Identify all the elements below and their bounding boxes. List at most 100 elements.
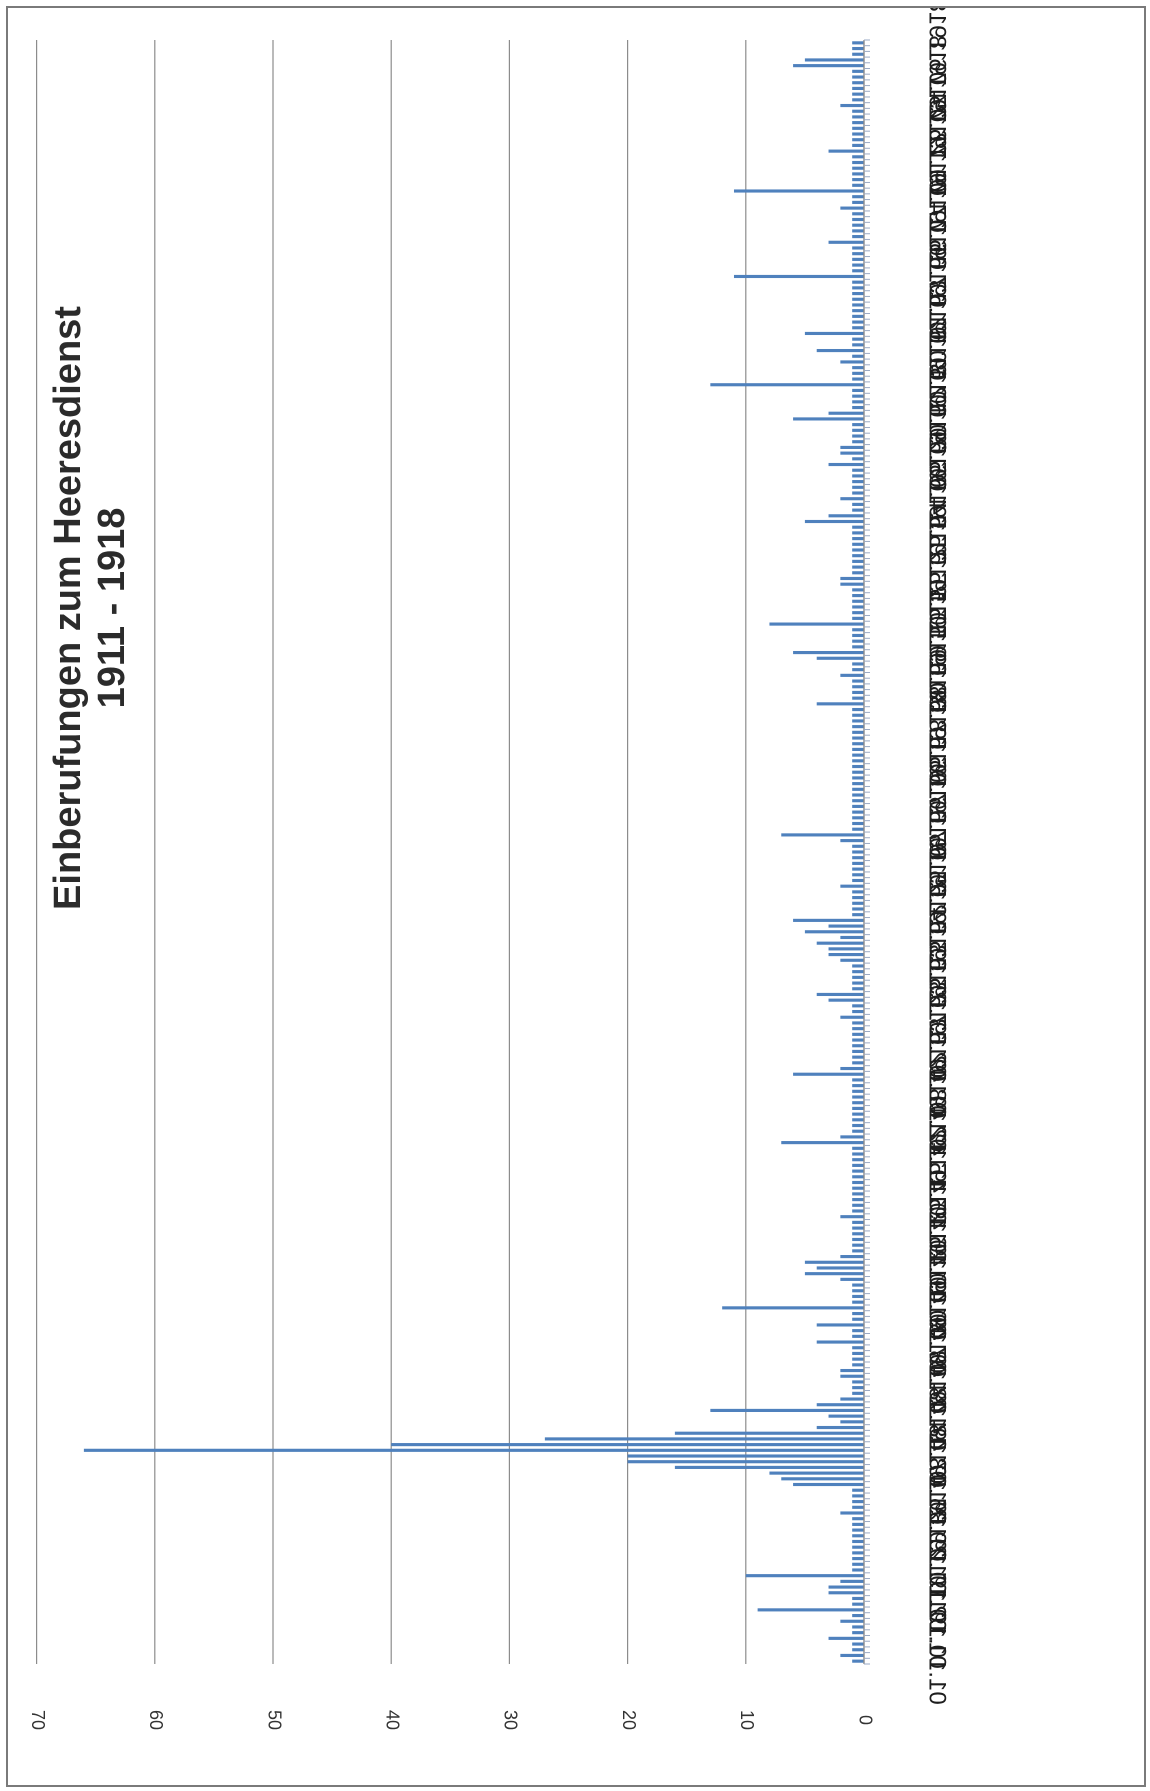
- bar: [793, 417, 864, 421]
- bar: [852, 138, 864, 142]
- category-label: 01.10.1912: [924, 1549, 951, 1669]
- bar: [793, 650, 864, 655]
- bar: [852, 742, 864, 746]
- bar: [852, 457, 864, 461]
- bar: [840, 1397, 864, 1401]
- bar: [804, 519, 864, 524]
- bar: [852, 75, 864, 79]
- bar: [828, 1585, 864, 1589]
- bar: [852, 269, 864, 273]
- bar: [852, 1294, 864, 1299]
- category-label: 25.03.1915: [924, 884, 951, 1004]
- bar: [852, 172, 864, 176]
- bar: [852, 423, 864, 427]
- bar: [852, 690, 864, 695]
- bar: [852, 639, 864, 643]
- bar: [769, 1471, 864, 1475]
- category-label: 07.09.1914: [924, 1253, 951, 1373]
- bar: [852, 1163, 864, 1167]
- bar: [804, 1272, 864, 1276]
- bar: [852, 616, 864, 620]
- bar: [816, 1403, 864, 1407]
- bar: [852, 1289, 864, 1293]
- bar: [852, 844, 864, 848]
- bar: [852, 46, 864, 51]
- bar: [828, 514, 864, 518]
- bar: [852, 1568, 864, 1572]
- bar: [852, 1237, 864, 1242]
- value-tick-label: 0: [855, 1715, 875, 1725]
- bar: [852, 1243, 864, 1247]
- bar: [852, 662, 864, 666]
- bar: [852, 1631, 864, 1635]
- bar: [852, 1351, 864, 1356]
- bar: [852, 1084, 864, 1088]
- bar: [83, 1448, 864, 1452]
- bar: [852, 559, 864, 563]
- bar: [852, 537, 864, 541]
- bar: [840, 451, 864, 455]
- bar: [852, 400, 864, 404]
- bar: [852, 873, 864, 877]
- bar: [852, 1044, 864, 1048]
- category-label: 01.01.1914: [924, 1475, 951, 1595]
- bar: [852, 1317, 864, 1321]
- category-label: 12.05.1915: [924, 810, 951, 930]
- bar: [852, 132, 864, 136]
- bar: [852, 565, 864, 569]
- bar: [840, 935, 864, 940]
- bar: [840, 1420, 864, 1424]
- bar: [674, 1431, 864, 1435]
- bar: [852, 1123, 864, 1128]
- bar: [852, 320, 864, 324]
- category-label: 18.08.1915: [924, 626, 951, 746]
- bar: [852, 1528, 864, 1532]
- category-label: 15.11.1915: [924, 516, 951, 634]
- bar: [852, 816, 864, 820]
- bar: [852, 394, 864, 398]
- bar: [852, 41, 864, 45]
- category-label: 14.09.1917: [924, 109, 951, 229]
- category-label: 08.02.1915: [924, 995, 951, 1115]
- bar: [840, 673, 864, 677]
- bar: [852, 474, 864, 478]
- value-tick-label: 60: [146, 1710, 166, 1730]
- bar: [852, 1152, 864, 1156]
- bar: [852, 1505, 864, 1509]
- bar: [816, 1340, 864, 1344]
- bar: [852, 696, 864, 700]
- bar: [852, 867, 864, 871]
- bar: [852, 611, 864, 615]
- bar: [852, 1380, 864, 1384]
- bar: [852, 1391, 864, 1395]
- bar-chart: 0 10 20 30 40 50 60 70 01.10.191101.10.191202.1…: [28, 8, 951, 1730]
- bar: [852, 1596, 864, 1601]
- category-label: 25.11.1914: [924, 1107, 951, 1225]
- bar: [852, 1522, 864, 1526]
- bar: [852, 81, 864, 85]
- bar: [852, 354, 864, 358]
- bar: [793, 64, 864, 68]
- bar: [852, 343, 864, 347]
- bar: [852, 878, 864, 883]
- category-label: 17.06.1917: [924, 183, 951, 303]
- bar: [852, 1642, 864, 1646]
- bar: [852, 286, 864, 290]
- bar: [852, 1602, 864, 1606]
- bar: [852, 1198, 864, 1202]
- bar: [852, 594, 864, 598]
- bar: [852, 326, 864, 330]
- bar: [733, 274, 864, 279]
- bar: [852, 987, 864, 991]
- bar: [852, 725, 864, 729]
- bar: [852, 257, 864, 261]
- bar: [852, 1203, 864, 1207]
- chart-title-group: Einberufungen zum Heeresdienst 1911 - 19…: [47, 306, 133, 910]
- bar: [852, 1648, 864, 1652]
- bar: [828, 411, 864, 415]
- category-label: 15.12.1914: [924, 1069, 951, 1189]
- bar: [852, 1625, 864, 1629]
- bar: [852, 252, 864, 256]
- bar: [733, 189, 864, 193]
- bar: [852, 770, 864, 774]
